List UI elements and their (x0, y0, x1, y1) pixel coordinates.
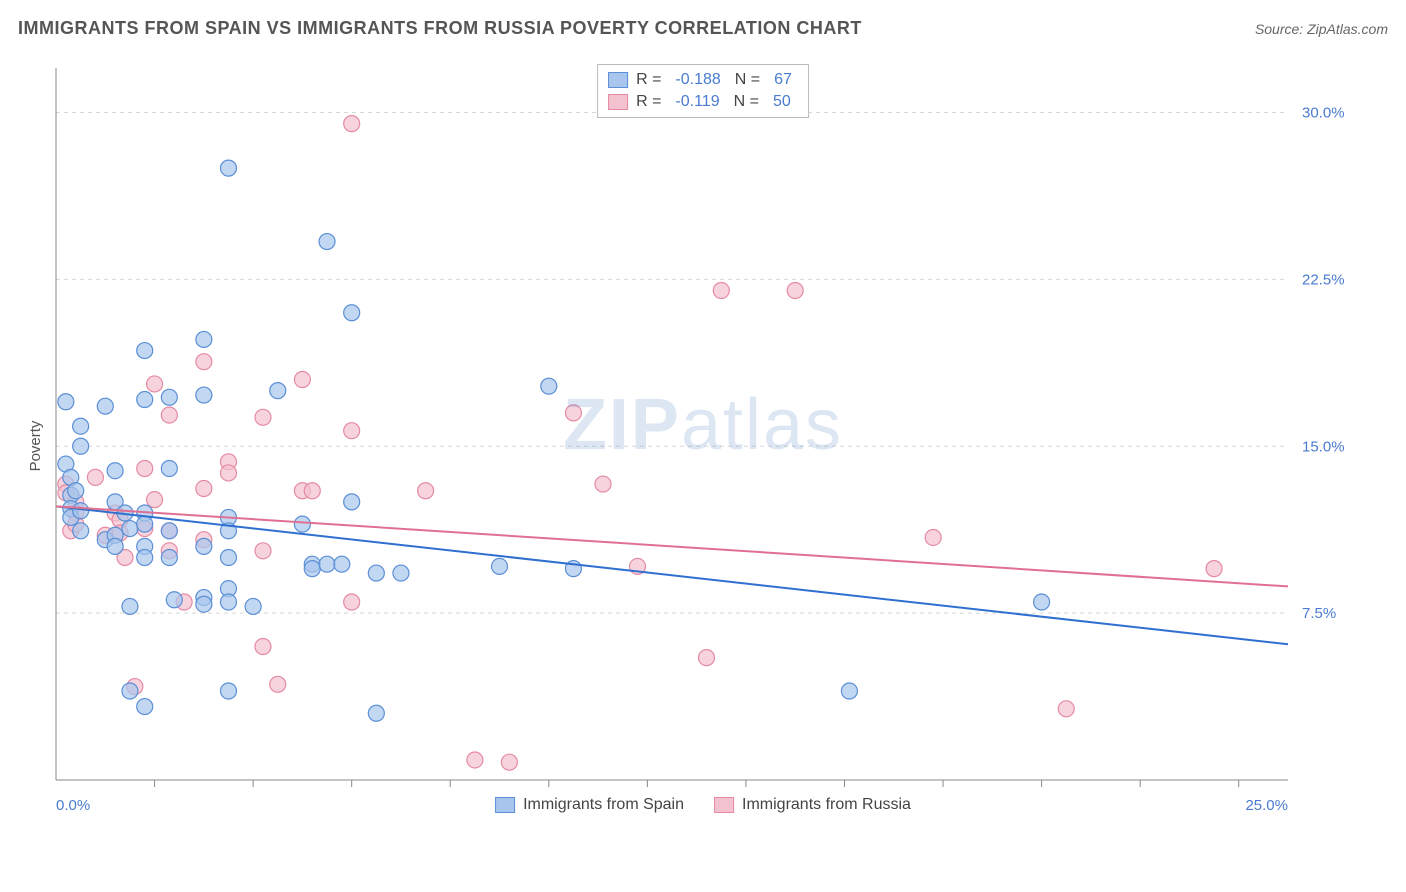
legend-row-spain: R = -0.188 N = 67 (608, 69, 798, 91)
chart-title: IMMIGRANTS FROM SPAIN VS IMMIGRANTS FROM… (18, 18, 862, 39)
legend-item-russia: Immigrants from Russia (714, 796, 911, 814)
svg-text:0.0%: 0.0% (56, 797, 90, 814)
svg-text:22.5%: 22.5% (1302, 271, 1345, 288)
scatter-plot: 7.5% 15.0% 22.5% 30.0% 0.0% 25.0% (48, 60, 1358, 820)
svg-text:25.0%: 25.0% (1245, 797, 1288, 814)
correlation-legend: R = -0.188 N = 67 R = -0.119 N = 50 (597, 64, 809, 118)
series-legend: Immigrants from Spain Immigrants from Ru… (495, 796, 911, 814)
chart-header: IMMIGRANTS FROM SPAIN VS IMMIGRANTS FROM… (18, 18, 1388, 39)
svg-text:15.0%: 15.0% (1302, 438, 1345, 455)
swatch-icon (608, 72, 628, 88)
legend-item-spain: Immigrants from Spain (495, 796, 684, 814)
y-axis-label: Poverty (27, 421, 44, 472)
swatch-icon (495, 797, 515, 813)
swatch-icon (714, 797, 734, 813)
svg-text:30.0%: 30.0% (1302, 105, 1345, 122)
chart-area: 7.5%15.0%22.5%30.0%0.0%25.0% ZIPatlas R … (48, 60, 1358, 820)
source-label: Source: ZipAtlas.com (1255, 21, 1388, 37)
legend-row-russia: R = -0.119 N = 50 (608, 91, 798, 113)
swatch-icon (608, 94, 628, 110)
svg-text:7.5%: 7.5% (1302, 605, 1336, 622)
